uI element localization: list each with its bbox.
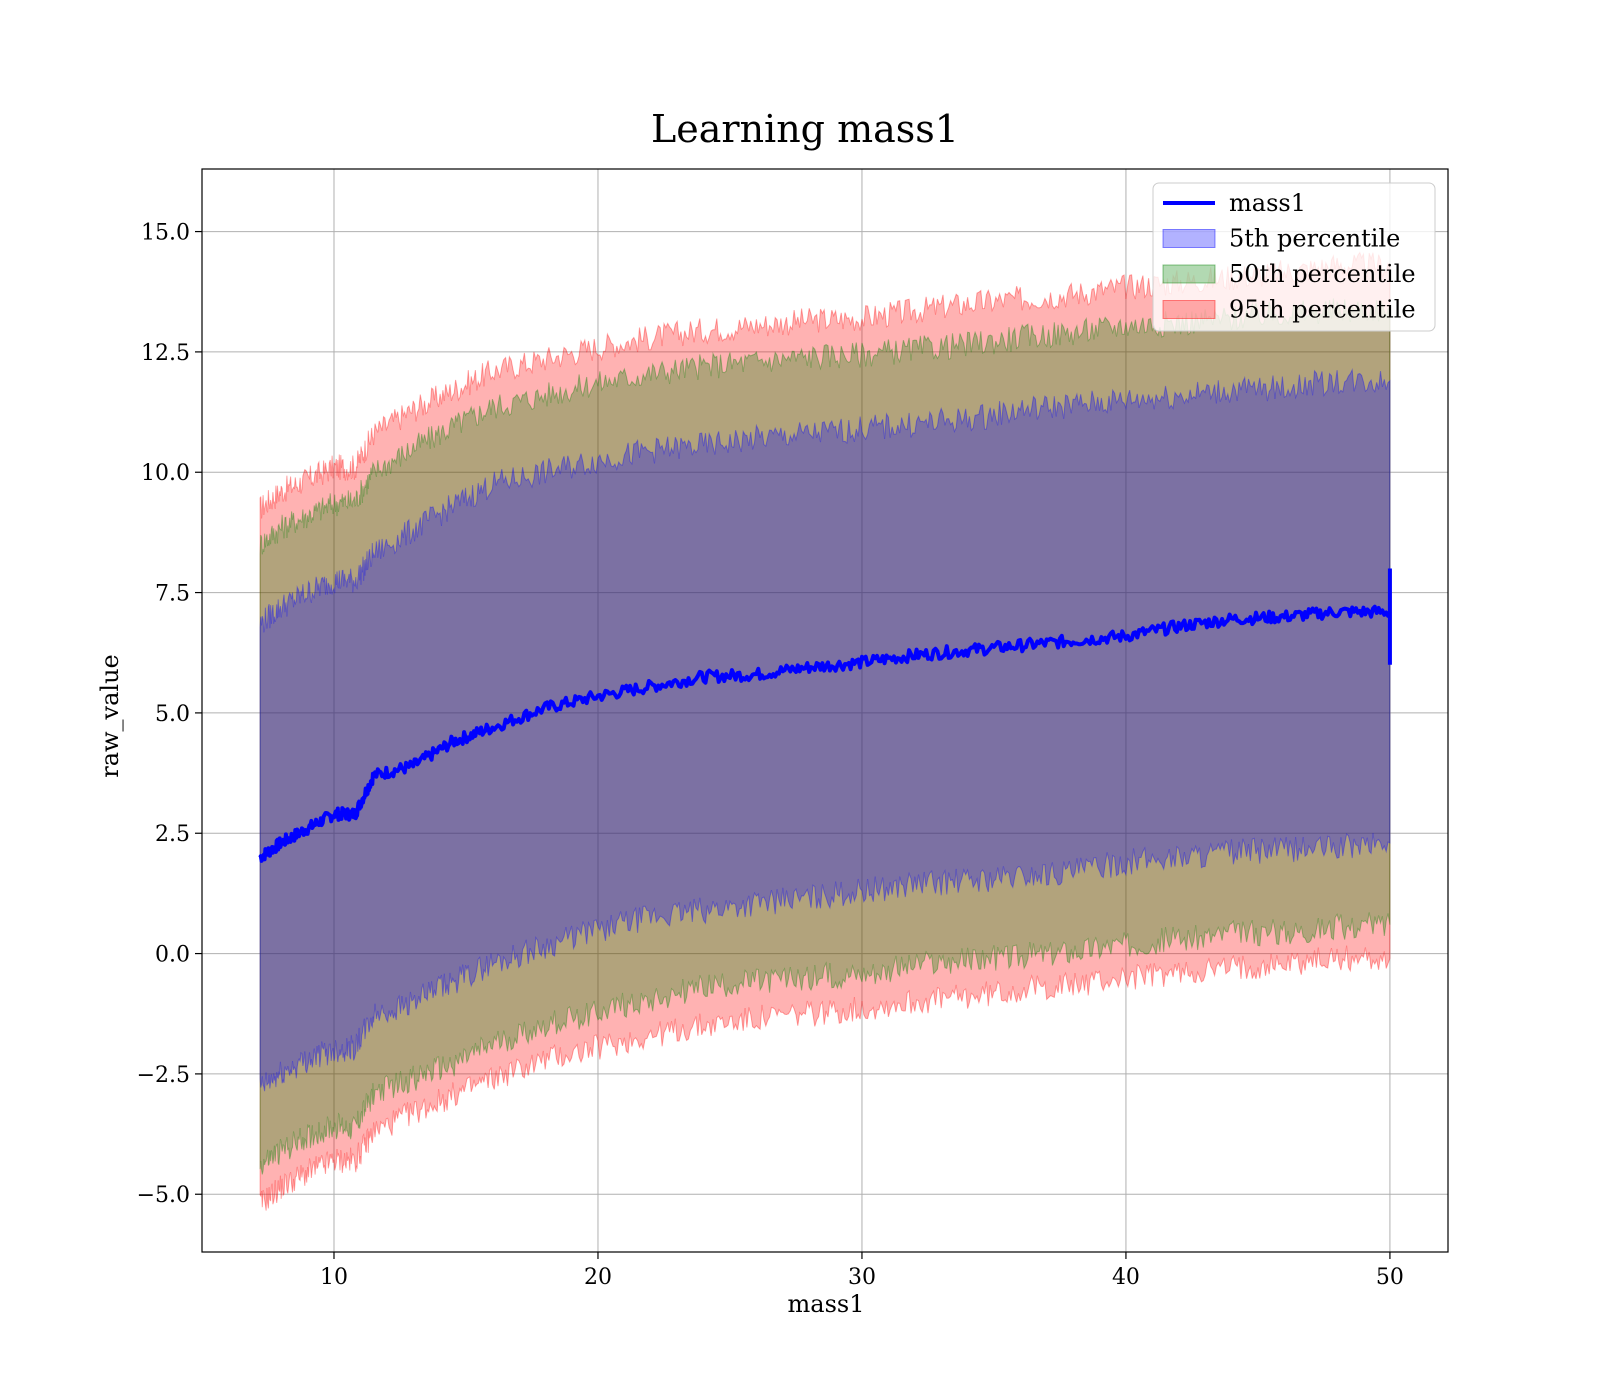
legend-box	[1152, 182, 1436, 332]
band-5th-percentile	[259, 368, 1391, 1092]
legend-label: mass1	[1229, 189, 1306, 217]
legend: mass1 5th percentile 50th percentile 95th p…	[1152, 182, 1436, 332]
plot-area	[201, 168, 1449, 1253]
y-tick-label: 12.5	[141, 341, 190, 366]
x-tick-label: 20	[584, 1265, 612, 1290]
y-tick-label: 2.5	[155, 822, 190, 847]
x-tick-label: 40	[1112, 1265, 1140, 1290]
x-axis-label: mass1	[788, 1290, 865, 1318]
chart-title: Learning mass1	[651, 107, 959, 151]
y-tick-label: −2.5	[137, 1063, 190, 1088]
line-mass1	[258, 604, 1392, 863]
y-axis-ticks: −5.0 −2.5 0.0 2.5 5.0 7.5 10.0 12.5 15.0	[137, 221, 202, 1208]
legend-swatch-50th-percentile	[1162, 264, 1216, 284]
y-tick-label: 5.0	[155, 702, 190, 727]
y-tick-label: −5.0	[137, 1183, 190, 1208]
x-tick-label: 50	[1376, 1265, 1404, 1290]
y-tick-label: 10.0	[141, 461, 190, 486]
x-axis-ticks: 10 20 30 40 50	[320, 1252, 1404, 1290]
y-tick-label: 0.0	[155, 943, 190, 968]
legend-swatch-5th-percentile	[1162, 229, 1216, 248]
legend-label: 5th percentile	[1229, 225, 1400, 253]
x-tick-label: 30	[848, 1265, 876, 1290]
legend-label: 50th percentile	[1229, 260, 1416, 288]
band-50th-percentile	[259, 298, 1391, 1175]
x-tick-label: 10	[320, 1265, 348, 1290]
band-layer	[259, 251, 1391, 1211]
y-tick-label: 15.0	[141, 221, 190, 246]
line-layer	[258, 568, 1392, 863]
y-axis-label: raw_value	[96, 654, 124, 778]
y-tick-label: 7.5	[155, 582, 190, 607]
legend-swatch-95th-percentile	[1162, 300, 1216, 319]
band-95th-percentile	[259, 251, 1391, 1211]
legend-label: 95th percentile	[1229, 296, 1416, 324]
plot-frame	[201, 168, 1449, 1253]
